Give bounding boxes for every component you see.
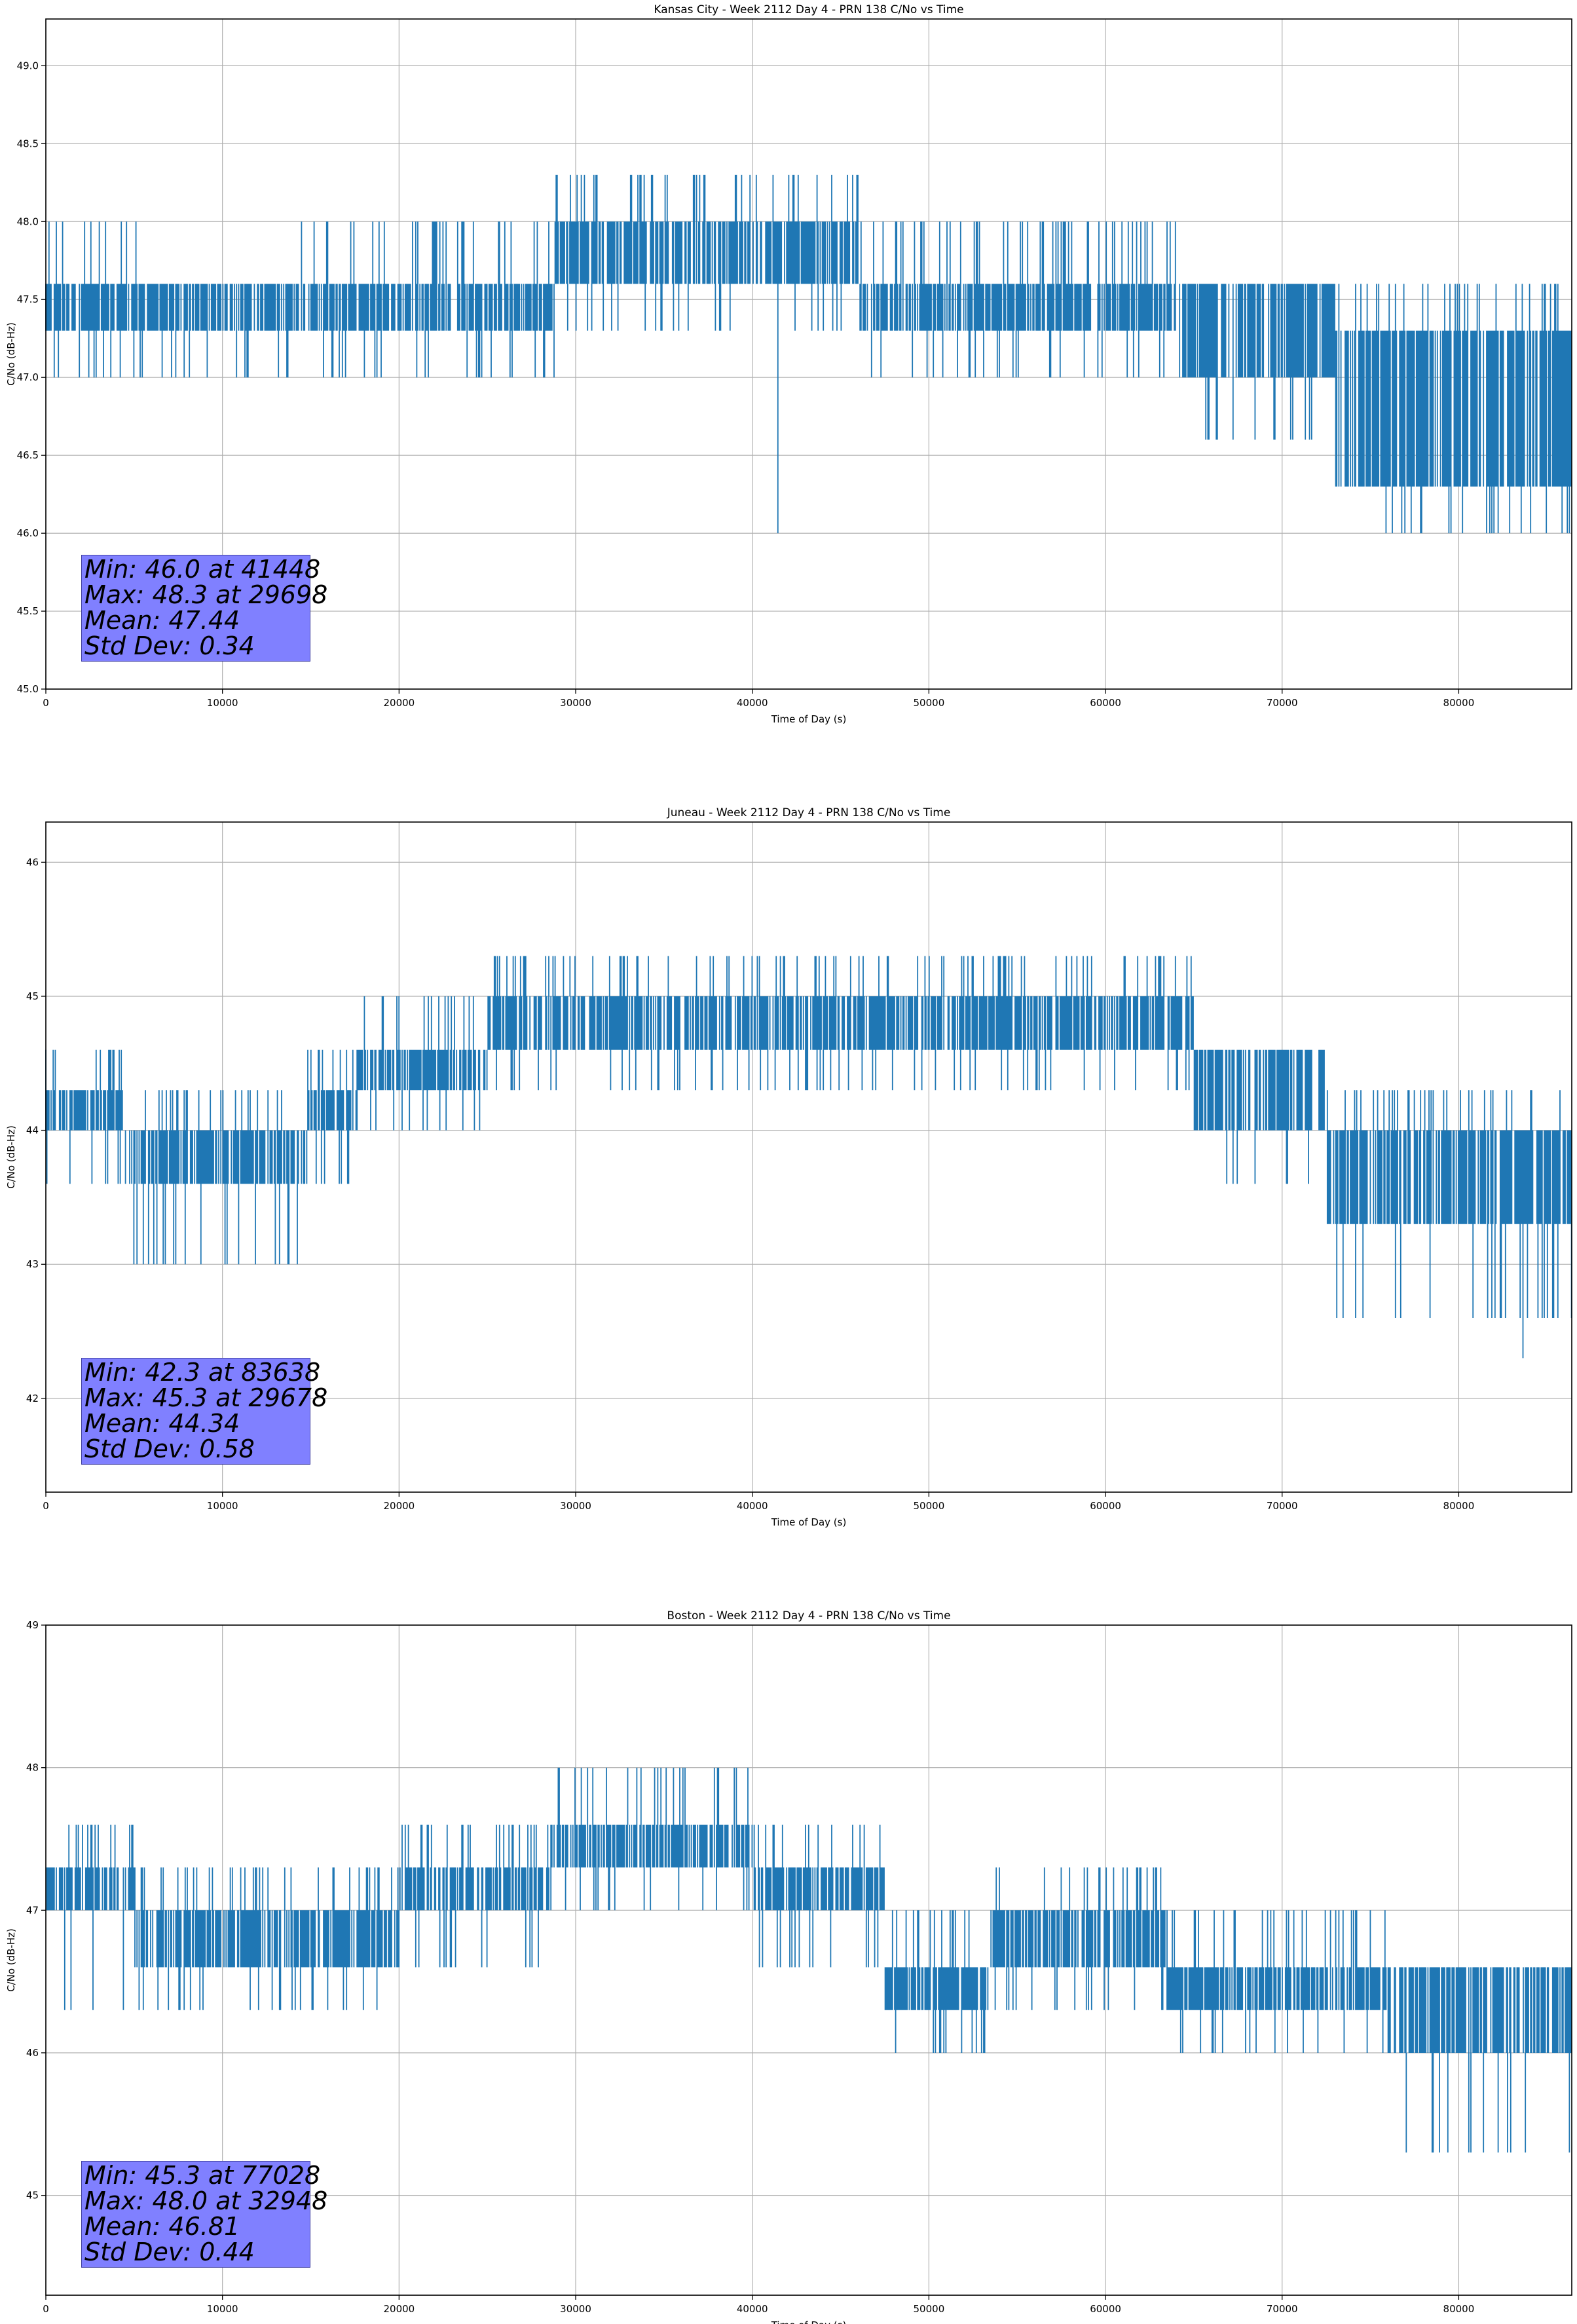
y-tick-label: 48.0 (17, 216, 39, 227)
y-tick-label: 47.0 (17, 371, 39, 383)
x-tick-label: 10000 (207, 697, 238, 709)
x-tick-label: 40000 (737, 697, 768, 709)
y-tick-label: 42 (26, 1393, 39, 1404)
y-axis-label: C/No (dB-Hz) (5, 322, 17, 386)
x-tick-label: 50000 (914, 1500, 945, 1512)
x-axis-label: Time of Day (s) (771, 2319, 847, 2324)
x-axis-label: Time of Day (s) (771, 713, 847, 725)
chart-panel: 0 10000 20000 30000 40000 50000 60000 70000 8000… (5, 1609, 1572, 2324)
y-tick-label: 49.0 (17, 60, 39, 71)
x-tick-label: 50000 (914, 2303, 945, 2315)
x-tick-label: 0 (43, 2303, 49, 2315)
stats-mean: Mean: 44.34 (84, 1409, 240, 1438)
y-tick-label: 44 (26, 1125, 39, 1136)
x-tick-label: 20000 (383, 2303, 415, 2315)
stats-max: Max: 45.3 at 29678 (84, 1383, 328, 1412)
y-tick-label: 48 (26, 1762, 39, 1774)
x-tick-label: 70000 (1267, 697, 1298, 709)
stats-std-dev: Std Dev: 0.44 (84, 2238, 255, 2266)
y-tick-label: 45 (26, 2190, 39, 2202)
stats-std-dev: Std Dev: 0.34 (84, 631, 255, 660)
chart-title: Kansas City - Week 2112 Day 4 - PRN 138 … (654, 3, 963, 16)
stats-box-kansas-city: Min: 46.0 at 41448 Max: 48.3 at 29698 Me… (81, 555, 328, 662)
y-axis-label: C/No (dB-Hz) (5, 1125, 17, 1189)
stats-min: Min: 42.3 at 83638 (84, 1358, 321, 1387)
x-tick-label: 10000 (207, 2303, 238, 2315)
stats-std-dev: Std Dev: 0.58 (84, 1434, 255, 1463)
x-tick-label: 40000 (737, 2303, 768, 2315)
stats-box-juneau: Min: 42.3 at 83638 Max: 45.3 at 29678 Me… (81, 1358, 328, 1465)
stats-mean: Mean: 46.81 (84, 2212, 240, 2241)
y-tick-label: 45.5 (17, 605, 39, 617)
axes-frame (45, 1624, 1572, 2296)
x-tick-label: 70000 (1267, 2303, 1298, 2315)
chart-panel: 0 10000 20000 30000 40000 50000 60000 70000 8000… (5, 806, 1572, 1528)
y-axis-label: C/No (dB-Hz) (5, 1928, 17, 1992)
y-tick-label: 46.5 (17, 449, 39, 461)
y-tick-label: 49 (26, 1619, 39, 1631)
y-tick-label: 48.5 (17, 138, 39, 149)
y-tick-label: 45 (26, 990, 39, 1002)
x-tick-label: 30000 (560, 1500, 591, 1512)
x-axis-label: Time of Day (s) (771, 1516, 847, 1528)
x-tick-label: 10000 (207, 1500, 238, 1512)
stats-max: Max: 48.0 at 32948 (84, 2186, 328, 2215)
y-tick-label: 46 (26, 2047, 39, 2059)
x-tick-label: 80000 (1443, 2303, 1475, 2315)
x-tick-label: 20000 (383, 1500, 415, 1512)
x-tick-label: 60000 (1090, 2303, 1121, 2315)
x-tick-label: 20000 (383, 697, 415, 709)
x-tick-label: 80000 (1443, 1500, 1475, 1512)
y-tick-label: 43 (26, 1258, 39, 1270)
chart-panel: 0 10000 20000 30000 40000 50000 60000 70000 8000… (5, 3, 1572, 725)
y-tick-label: 47 (26, 1904, 39, 1916)
x-tick-label: 60000 (1090, 1500, 1121, 1512)
x-tick-label: 60000 (1090, 697, 1121, 709)
x-tick-label: 80000 (1443, 697, 1475, 709)
stats-box-boston: Min: 45.3 at 77028 Max: 48.0 at 32948 Me… (81, 2161, 328, 2268)
x-tick-label: 0 (43, 697, 49, 709)
cno-series-line (46, 1767, 1572, 2153)
axes-frame (45, 18, 1572, 690)
x-tick-label: 0 (43, 1500, 49, 1512)
y-tick-label: 47.5 (17, 293, 39, 305)
x-tick-label: 50000 (914, 697, 945, 709)
x-tick-label: 30000 (560, 2303, 591, 2315)
chart-title: Juneau - Week 2112 Day 4 - PRN 138 C/No … (667, 806, 951, 819)
axes-frame (45, 821, 1572, 1493)
y-tick-label: 46 (26, 856, 39, 868)
stats-min: Min: 45.3 at 77028 (84, 2161, 321, 2190)
x-tick-label: 30000 (560, 697, 591, 709)
y-tick-label: 46.0 (17, 527, 39, 539)
stats-min: Min: 46.0 at 41448 (84, 555, 321, 584)
cno-series-line (45, 956, 1572, 1359)
cno-series-line (45, 174, 1572, 534)
stats-max: Max: 48.3 at 29698 (84, 580, 328, 609)
y-tick-label: 45.0 (17, 683, 39, 695)
x-tick-label: 70000 (1267, 1500, 1298, 1512)
chart-title: Boston - Week 2112 Day 4 - PRN 138 C/No … (667, 1609, 950, 1622)
stats-mean: Mean: 47.44 (84, 606, 240, 635)
x-tick-label: 40000 (737, 1500, 768, 1512)
